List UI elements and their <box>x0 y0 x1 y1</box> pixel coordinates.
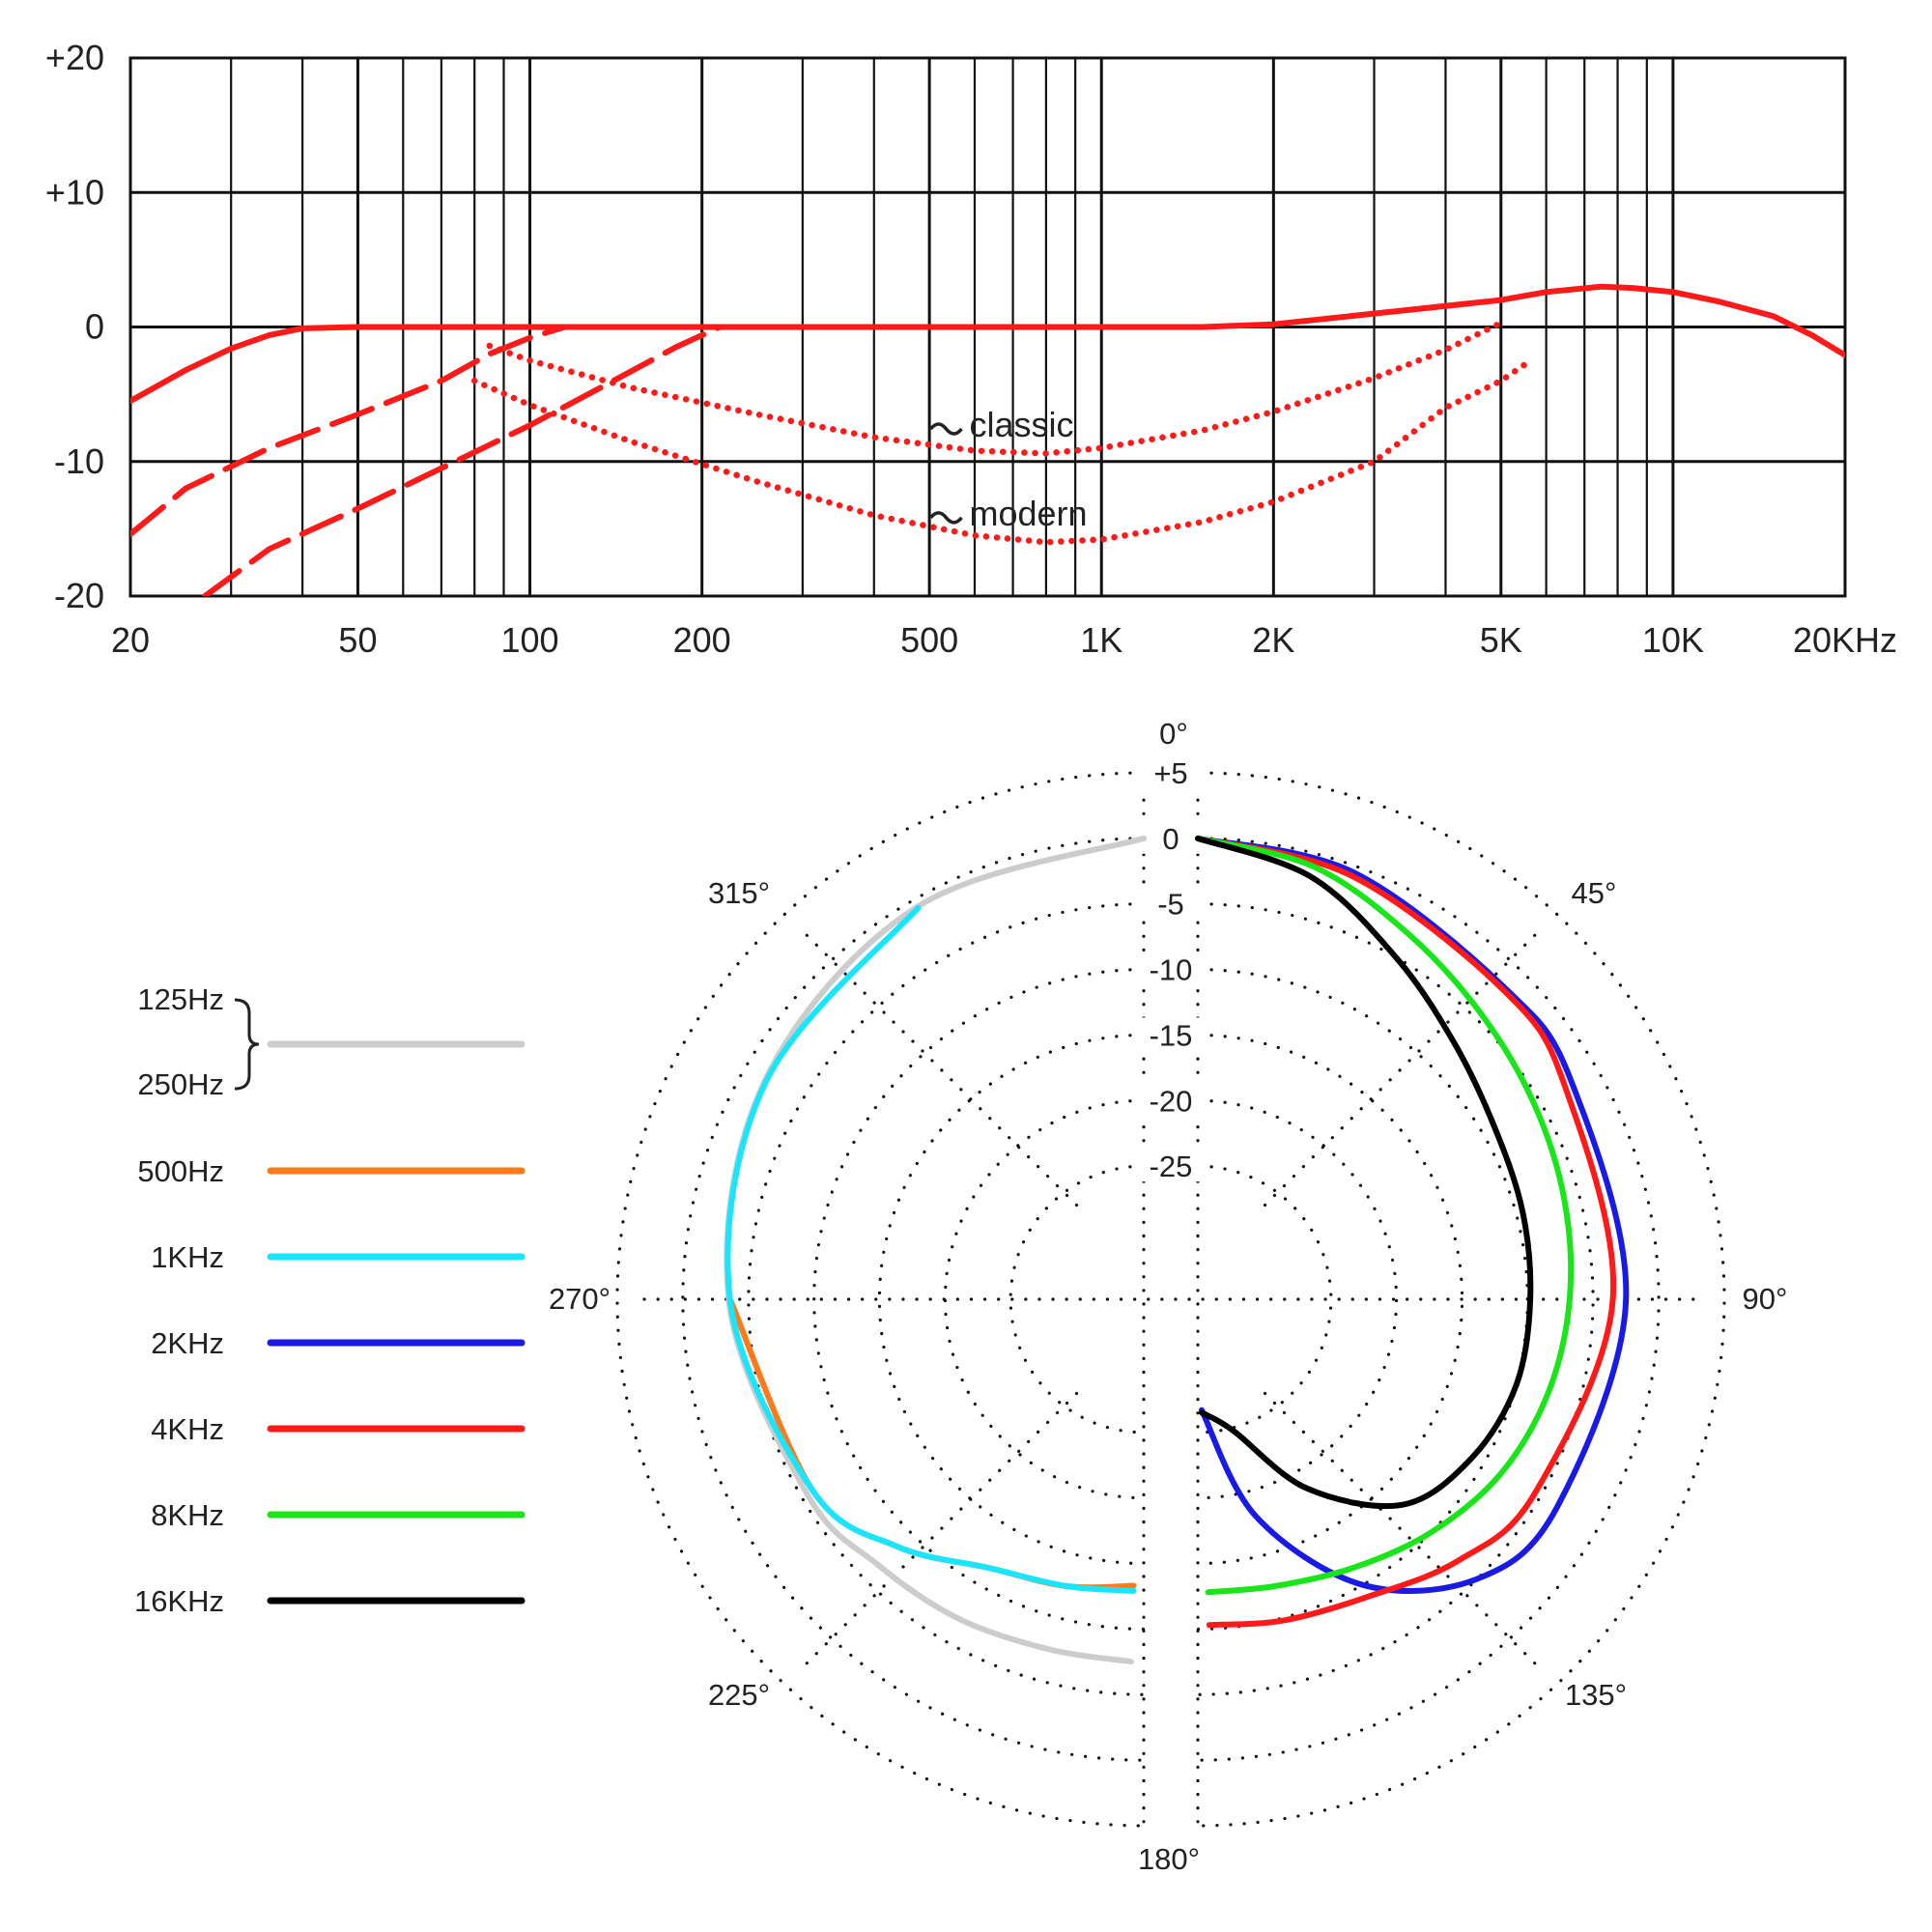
freq-annotation-label: modern <box>969 494 1087 533</box>
polar-ring-left <box>615 771 1146 1828</box>
polar-spoke <box>1263 925 1545 1208</box>
polar-angle-label: 45° <box>1572 876 1617 910</box>
polar-series-line <box>1195 835 1575 1596</box>
polar-r-tick-label: -10 <box>1150 953 1193 987</box>
polar-angle-label: 270° <box>549 1282 611 1316</box>
freq-x-tick-label: 500 <box>900 620 958 660</box>
polar-legend: 125Hz 250Hz 500Hz 1KHz 2KHz 4KHz 8KHz 16KHz <box>134 982 526 1618</box>
polar-spoke <box>797 925 1079 1208</box>
freq-y-tick-label: 0 <box>85 307 104 347</box>
legend-brace-label: 250Hz <box>137 1067 224 1101</box>
polar-pattern-chart: +5 0 -5 -10 -15 -20 -25 0° 45° 90° 135° 180° 225° 270… <box>549 717 1788 1876</box>
freq-x-tick-label: 2K <box>1252 620 1294 660</box>
polar-spoke <box>1263 1391 1545 1673</box>
polar-r-label-bg <box>1142 820 1200 854</box>
legend-entry-label: 2KHz <box>151 1326 224 1360</box>
polar-r-tick-label: -20 <box>1150 1084 1193 1118</box>
polar-r-label-bg <box>1142 1083 1200 1117</box>
freq-x-tick-label: 100 <box>501 620 559 660</box>
polar-ring-right <box>1196 967 1530 1632</box>
brace-icon <box>234 998 260 1091</box>
legend-entry-label: 16KHz <box>134 1584 224 1618</box>
freq-y-tick-label: -10 <box>54 441 104 481</box>
freq-x-tick-label: 1K <box>1080 620 1122 660</box>
polar-ring-left <box>945 1100 1144 1497</box>
freq-x-tick-label: 10K <box>1642 620 1704 660</box>
polar-r-tick-label: +5 <box>1153 756 1187 790</box>
polar-ring-left <box>1009 1164 1146 1435</box>
freq-y-tick-label: -20 <box>54 576 104 615</box>
freq-annotation-label: classic <box>969 405 1073 444</box>
polar-r-label-bg <box>1142 1017 1200 1051</box>
legend-entry-label: 8KHz <box>151 1498 224 1532</box>
freq-x-tick-label: 20KHz <box>1793 620 1897 660</box>
polar-series-line <box>1195 835 1534 1510</box>
legend-entry-label: 1KHz <box>151 1240 224 1274</box>
legend-entry-label: 4KHz <box>151 1412 224 1446</box>
polar-series-line <box>726 1296 1137 1591</box>
freq-series-dashed-line <box>130 324 1105 537</box>
freq-series-dotted-line <box>470 361 1528 546</box>
polar-r-label-bg <box>1142 755 1200 788</box>
freq-series-solid-line <box>130 283 1845 405</box>
polar-angle-label: 225° <box>708 1678 770 1712</box>
polar-spoke <box>797 1391 1079 1673</box>
polar-angle-label: 180° <box>1138 1842 1200 1876</box>
freq-y-tick-label: +20 <box>45 38 104 77</box>
polar-ring-right <box>1196 771 1726 1828</box>
freq-series-dotted-line <box>486 320 1505 457</box>
legend-entry-label: 500Hz <box>137 1154 224 1188</box>
polar-ring-right <box>1196 1164 1333 1435</box>
polar-series-line <box>1195 835 1617 1629</box>
tilde-icon <box>929 511 963 525</box>
freq-x-tick-label: 20 <box>111 620 150 660</box>
freq-x-tick-label: 5K <box>1480 620 1522 660</box>
freq-y-tick-label: +10 <box>45 172 104 212</box>
polar-angle-label: 90° <box>1743 1282 1788 1316</box>
freq-x-tick-label: 200 <box>673 620 731 660</box>
polar-r-tick-label: -25 <box>1150 1150 1193 1183</box>
polar-r-label-bg <box>1142 1149 1200 1182</box>
legend-brace-label: 125Hz <box>137 982 224 1016</box>
freq-plot-frame <box>128 56 1847 598</box>
polar-r-label-bg <box>1142 886 1200 920</box>
polar-r-label-bg <box>1142 952 1200 985</box>
polar-angle-label: 315° <box>708 876 770 910</box>
polar-r-tick-label: -5 <box>1157 888 1184 922</box>
polar-series-line <box>724 905 1137 1594</box>
polar-r-tick-label: -15 <box>1150 1018 1193 1052</box>
polar-angle-label: 135° <box>1565 1678 1627 1712</box>
tilde-icon <box>929 422 963 436</box>
polar-ring-left <box>811 967 1146 1632</box>
freq-series-dashed-line <box>202 324 1105 596</box>
polar-series-line <box>1195 835 1630 1594</box>
polar-r-tick-label: 0 <box>1162 822 1179 856</box>
polar-angle-label: 0° <box>1159 717 1188 751</box>
freq-x-tick-label: 50 <box>338 620 377 660</box>
